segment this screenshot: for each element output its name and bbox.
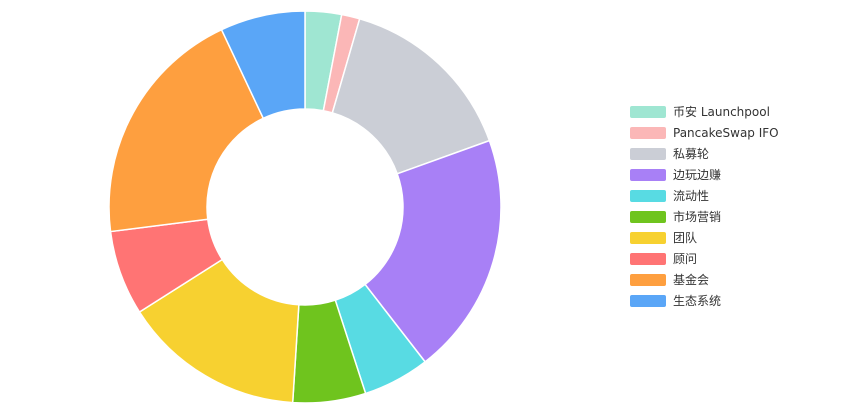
legend-item-9[interactable]: 生态系统 [630, 294, 721, 308]
legend-label-8: 基金会 [673, 272, 709, 287]
legend-swatch-2 [630, 148, 666, 160]
legend-swatch-6 [630, 232, 666, 244]
legend-swatch-5 [630, 211, 666, 223]
legend-swatch-3 [630, 169, 666, 181]
legend-item-2[interactable]: 私募轮 [630, 147, 709, 161]
slices-group [108, 10, 502, 404]
legend-item-7[interactable]: 顾问 [630, 252, 697, 266]
legend-label-6: 团队 [673, 230, 697, 245]
legend-label-1: PancakeSwap IFO [673, 126, 779, 140]
legend-item-4[interactable]: 流动性 [630, 189, 709, 203]
legend-item-5[interactable]: 市场营销 [630, 209, 721, 224]
legend-swatch-1 [630, 127, 666, 139]
legend-label-7: 顾问 [673, 252, 697, 266]
legend-label-9: 生态系统 [673, 294, 721, 308]
pie-slice-9[interactable] [220, 10, 306, 120]
legend-swatch-8 [630, 274, 666, 286]
legend-swatch-9 [630, 295, 666, 307]
legend-item-1[interactable]: PancakeSwap IFO [630, 126, 779, 140]
pie-slice-8[interactable] [108, 28, 265, 233]
legend-item-8[interactable]: 基金会 [630, 272, 709, 287]
legend-label-0: 币安 Launchpool [673, 104, 770, 119]
legend-item-0[interactable]: 币安 Launchpool [630, 104, 770, 119]
legend-label-4: 流动性 [673, 189, 709, 203]
legend-swatch-7 [630, 253, 666, 265]
legend: 币安 Launchpool PancakeSwap IFO 私募轮边玩边赚流动性市场… [630, 104, 779, 308]
legend-swatch-0 [630, 106, 666, 118]
legend-swatch-4 [630, 190, 666, 202]
legend-label-5: 市场营销 [673, 209, 721, 224]
legend-item-6[interactable]: 团队 [630, 230, 697, 245]
legend-label-2: 私募轮 [673, 147, 709, 161]
legend-item-3[interactable]: 边玩边赚 [630, 167, 721, 182]
legend-label-3: 边玩边赚 [673, 167, 721, 182]
pie-slice-3[interactable] [364, 139, 502, 363]
